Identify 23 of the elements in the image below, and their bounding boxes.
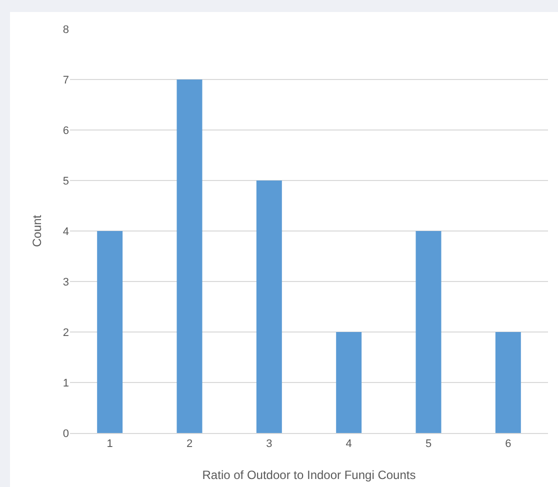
x-tick-label: 4 (346, 438, 352, 450)
y-tick-label: 5 (62, 175, 69, 188)
x-tick-label: 6 (505, 438, 512, 450)
bar (336, 332, 362, 433)
y-axis-title: Count (30, 214, 44, 248)
y-tick-label: 0 (62, 428, 69, 440)
y-tick-label: 7 (62, 74, 69, 86)
y-tick-label: 1 (62, 377, 69, 390)
y-tick-label: 6 (62, 124, 69, 137)
y-tick-label: 4 (62, 226, 69, 238)
bar (495, 332, 521, 433)
x-tick-label: 2 (186, 438, 193, 450)
bar (256, 180, 282, 433)
y-tick-label: 3 (62, 276, 69, 288)
bar (176, 80, 202, 433)
y-tick-label: 8 (62, 24, 69, 36)
bar (97, 231, 123, 433)
x-axis-title: Ratio of Outdoor to Indoor Fungi Counts (202, 468, 416, 482)
y-tick-label: 2 (62, 326, 69, 339)
x-tick-label: 1 (106, 438, 113, 450)
x-tick-label: 3 (266, 438, 272, 450)
x-tick-label: 5 (425, 438, 432, 450)
bar (416, 231, 442, 433)
